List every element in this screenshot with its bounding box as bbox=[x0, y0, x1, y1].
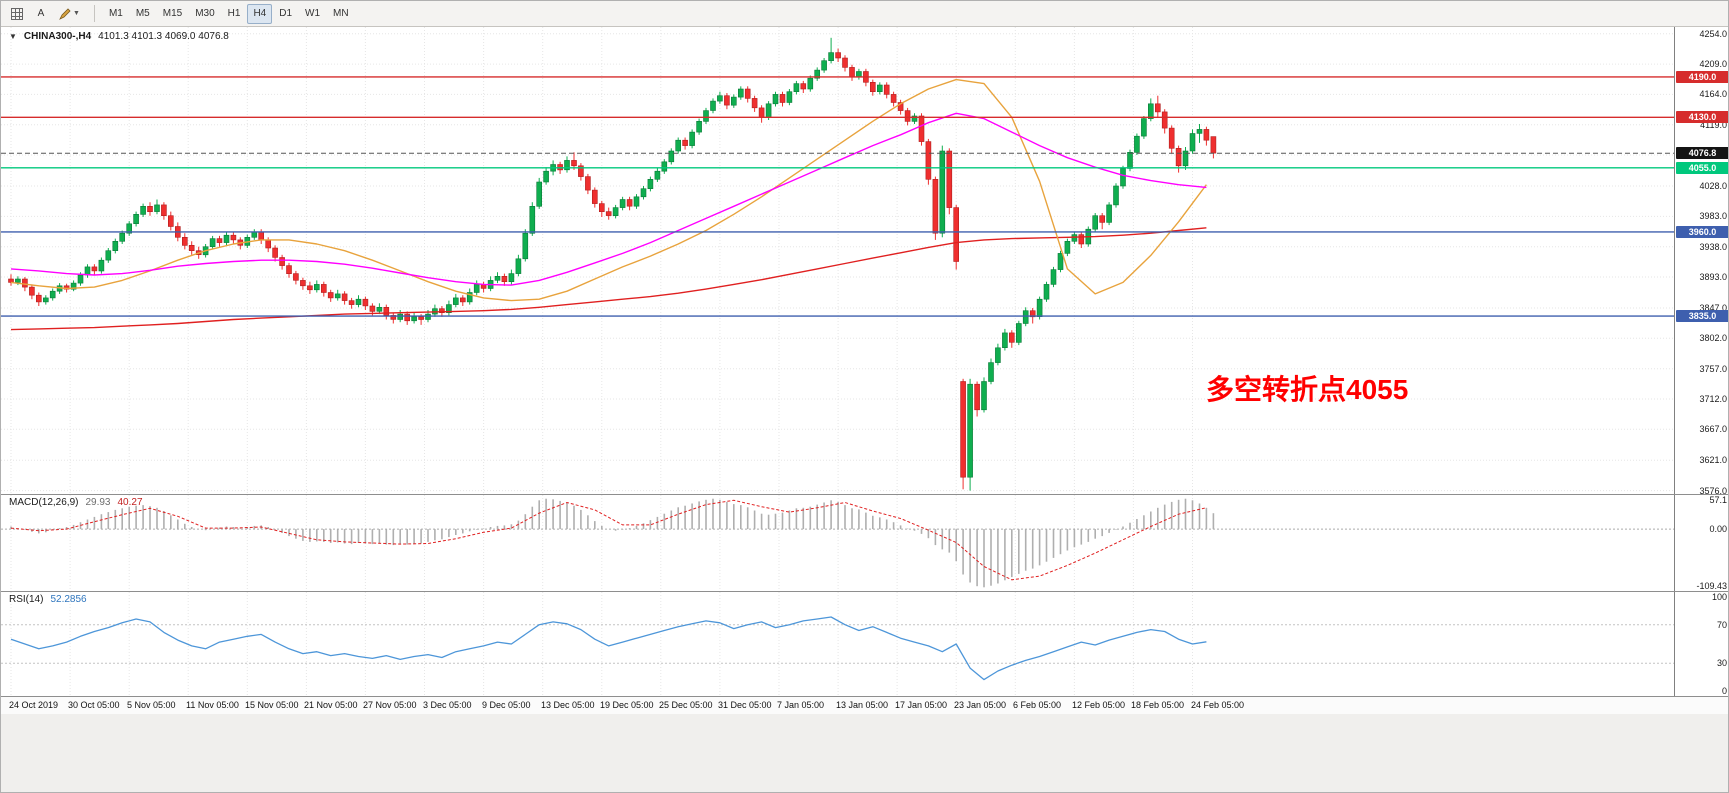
date-label: 3 Dec 05:00 bbox=[423, 700, 472, 710]
main-chart-panel[interactable]: ▼ CHINA300-,H4 4101.3 4101.3 4069.0 4076… bbox=[1, 27, 1728, 496]
annotation-text[interactable]: 多空转折点4055 bbox=[1206, 373, 1408, 405]
current-price-tag: 4076.8 bbox=[1676, 147, 1728, 159]
timeframe-m1-button[interactable]: M1 bbox=[103, 4, 129, 24]
toolbar: A ▼ M1 M5 M15 M30 H1 H4 D1 W1 MN bbox=[1, 1, 1728, 27]
price-axis[interactable]: 4254.04209.04164.04119.04074.04028.03983… bbox=[1674, 27, 1728, 496]
timeframe-mn-button[interactable]: MN bbox=[327, 4, 355, 24]
rsi-panel[interactable]: RSI(14) 52.2856 100 70 30 0 bbox=[1, 592, 1728, 696]
panel-divider[interactable] bbox=[1, 591, 1728, 592]
price-tick-label: 3667.0 bbox=[1699, 424, 1727, 434]
price-tick-label: 3983.0 bbox=[1699, 211, 1727, 221]
price-tick-label: 3621.0 bbox=[1699, 455, 1727, 465]
date-label: 30 Oct 05:00 bbox=[68, 700, 120, 710]
chart-region: ▼ CHINA300-,H4 4101.3 4101.3 4069.0 4076… bbox=[1, 27, 1728, 792]
timeframe-group: M1 M5 M15 M30 H1 H4 D1 W1 MN bbox=[103, 3, 355, 24]
date-label: 19 Dec 05:00 bbox=[600, 700, 654, 710]
dropdown-caret-icon: ▼ bbox=[73, 10, 80, 17]
price-tick-label: 3893.0 bbox=[1699, 272, 1727, 282]
price-tick-label: 3576.0 bbox=[1699, 486, 1727, 496]
text-tool-button[interactable]: A bbox=[31, 4, 51, 24]
rsi-tick-label: 30 bbox=[1716, 658, 1727, 668]
price-tick-label: 4209.0 bbox=[1699, 59, 1727, 69]
macd-panel[interactable]: MACD(12,26,9) 29.93 40.27 57.1 0.00 -109.4… bbox=[1, 495, 1728, 591]
level-price-tag: 4130.0 bbox=[1676, 111, 1728, 123]
date-label: 11 Nov 05:00 bbox=[186, 700, 239, 710]
level-price-tag: 4190.0 bbox=[1676, 71, 1728, 83]
macd-main-value: 29.93 bbox=[85, 497, 111, 508]
time-axis[interactable]: 24 Oct 2019 30 Oct 05:00 5 Nov 05:00 11 Nov… bbox=[1, 696, 1728, 714]
macd-tick-label: 57.1 bbox=[1709, 495, 1727, 505]
rsi-value: 52.2856 bbox=[50, 594, 87, 605]
date-label: 23 Jan 05:00 bbox=[954, 700, 1007, 710]
rsi-header: RSI(14) 52.2856 bbox=[9, 594, 87, 605]
toolbar-separator bbox=[93, 5, 95, 22]
rsi-tick-label: 70 bbox=[1716, 620, 1727, 630]
macd-tick-label: 0.00 bbox=[1709, 524, 1727, 534]
panel-divider[interactable] bbox=[1, 494, 1728, 495]
date-label: 21 Nov 05:00 bbox=[304, 700, 358, 710]
symbol-title: CHINA300-,H4 bbox=[23, 31, 92, 42]
timeframe-m30-button[interactable]: M30 bbox=[189, 4, 220, 24]
level-price-tag: 3960.0 bbox=[1676, 226, 1728, 238]
date-label: 12 Feb 05:00 bbox=[1072, 700, 1126, 710]
date-label: 31 Dec 05:00 bbox=[718, 700, 772, 710]
date-label: 6 Feb 05:00 bbox=[1013, 700, 1062, 710]
window-bottom-area bbox=[1, 714, 1728, 792]
pencil-icon bbox=[59, 7, 71, 20]
price-tick-label: 4119.0 bbox=[1700, 120, 1727, 130]
macd-signal-value: 40.27 bbox=[117, 497, 143, 508]
rsi-axis[interactable]: 100 70 30 0 bbox=[1674, 592, 1728, 696]
price-tick-label: 3712.0 bbox=[1699, 394, 1727, 404]
level-price-tag: 3835.0 bbox=[1676, 310, 1728, 322]
timeframe-h4-button[interactable]: H4 bbox=[247, 3, 273, 24]
macd-header: MACD(12,26,9) 29.93 40.27 bbox=[9, 497, 143, 508]
date-label: 13 Dec 05:00 bbox=[541, 700, 595, 710]
timeframe-m5-button[interactable]: M5 bbox=[130, 4, 156, 24]
macd-canvas[interactable] bbox=[1, 495, 1674, 591]
date-label: 25 Dec 05:00 bbox=[659, 700, 713, 710]
date-label: 15 Nov 05:00 bbox=[245, 700, 299, 710]
rsi-label: RSI(14) bbox=[9, 594, 44, 605]
price-tick-label: 3938.0 bbox=[1699, 242, 1727, 252]
rsi-tick-label: 0 bbox=[1721, 686, 1727, 696]
macd-label: MACD(12,26,9) bbox=[9, 497, 79, 508]
grid-icon bbox=[11, 7, 23, 20]
timeframe-m15-button[interactable]: M15 bbox=[157, 4, 188, 24]
date-label: 27 Nov 05:00 bbox=[363, 700, 417, 710]
chart-grid-icon[interactable] bbox=[5, 4, 29, 24]
shapes-tool-button[interactable]: ▼ bbox=[53, 4, 86, 24]
date-label: 24 Feb 05:00 bbox=[1191, 700, 1245, 710]
chart-header: ▼ CHINA300-,H4 4101.3 4101.3 4069.0 4076… bbox=[9, 31, 229, 42]
date-label: 5 Nov 05:00 bbox=[127, 700, 176, 710]
ohlc-values: 4101.3 4101.3 4069.0 4076.8 bbox=[98, 31, 229, 42]
date-label: 24 Oct 2019 bbox=[9, 700, 59, 710]
price-tick-label: 4254.0 bbox=[1699, 29, 1727, 39]
timeframe-h1-button[interactable]: H1 bbox=[222, 4, 247, 24]
timeframe-w1-button[interactable]: W1 bbox=[299, 4, 326, 24]
date-label: 7 Jan 05:00 bbox=[777, 700, 825, 710]
date-label: 13 Jan 05:00 bbox=[836, 700, 889, 710]
symbol-collapse-arrow-icon[interactable]: ▼ bbox=[9, 32, 17, 41]
date-label: 18 Feb 05:00 bbox=[1131, 700, 1185, 710]
price-tick-label: 3847.0 bbox=[1699, 303, 1727, 313]
level-price-tag: 4055.0 bbox=[1676, 162, 1728, 174]
macd-tick-label: -109.43 bbox=[1696, 581, 1727, 591]
timeframe-d1-button[interactable]: D1 bbox=[273, 4, 298, 24]
macd-axis[interactable]: 57.1 0.00 -109.43 bbox=[1674, 495, 1728, 591]
price-tick-label: 4164.0 bbox=[1699, 89, 1727, 99]
date-label: 17 Jan 05:00 bbox=[895, 700, 948, 710]
rsi-tick-label: 100 bbox=[1711, 592, 1727, 602]
price-tick-label: 3802.0 bbox=[1699, 333, 1727, 343]
price-chart-canvas[interactable]: 多空转折点4055 bbox=[1, 27, 1674, 494]
rsi-canvas[interactable] bbox=[1, 592, 1674, 696]
date-label: 9 Dec 05:00 bbox=[482, 700, 531, 710]
price-tick-label: 4028.0 bbox=[1699, 181, 1727, 191]
price-tick-label: 3757.0 bbox=[1699, 364, 1727, 374]
